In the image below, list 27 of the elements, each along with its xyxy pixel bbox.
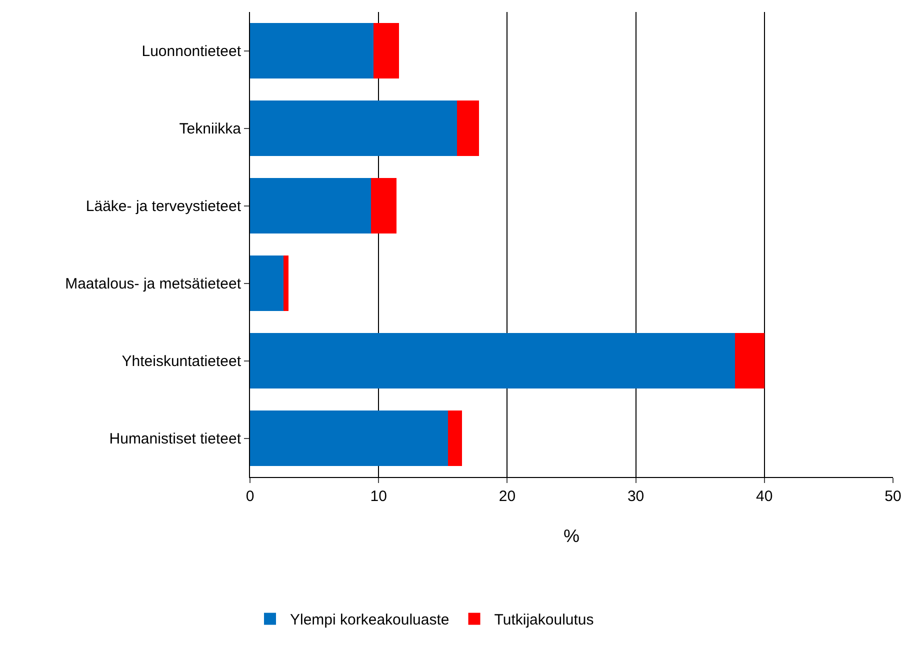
- legend-label: Ylempi korkeakouluaste: [290, 612, 450, 629]
- bar: [250, 22, 374, 79]
- bar: [457, 100, 479, 156]
- x-tick-label: 10: [370, 488, 387, 505]
- x-tick-label: 40: [756, 488, 773, 505]
- x-tick-label: 0: [246, 488, 254, 505]
- x-axis-title: %: [563, 526, 580, 546]
- bar: [283, 255, 289, 312]
- x-tick-label: 50: [884, 488, 902, 505]
- bar: [250, 255, 284, 312]
- y-tick-label: Tekniikka: [179, 120, 242, 138]
- x-tick-label: 30: [627, 488, 644, 505]
- bar: [448, 410, 462, 466]
- legend-label: Tutkijakoulutus: [494, 612, 594, 629]
- bar: [250, 178, 371, 234]
- y-tick-label: Humanistiset tieteet: [109, 430, 242, 448]
- y-tick-label: Maatalous- ja metsätieteet: [65, 276, 242, 292]
- y-tick-label: Luonnontieteet: [142, 43, 242, 60]
- x-tick-label: 20: [498, 488, 516, 505]
- bar: [734, 332, 764, 389]
- bar: [250, 332, 735, 389]
- bar: [250, 100, 458, 156]
- bar: [250, 410, 448, 466]
- y-tick-label: Yhteiskuntatieteet: [122, 353, 242, 370]
- bar: [373, 22, 400, 79]
- y-tick-label: Lääke- ja terveystieteet: [86, 198, 242, 215]
- bar: [370, 178, 397, 234]
